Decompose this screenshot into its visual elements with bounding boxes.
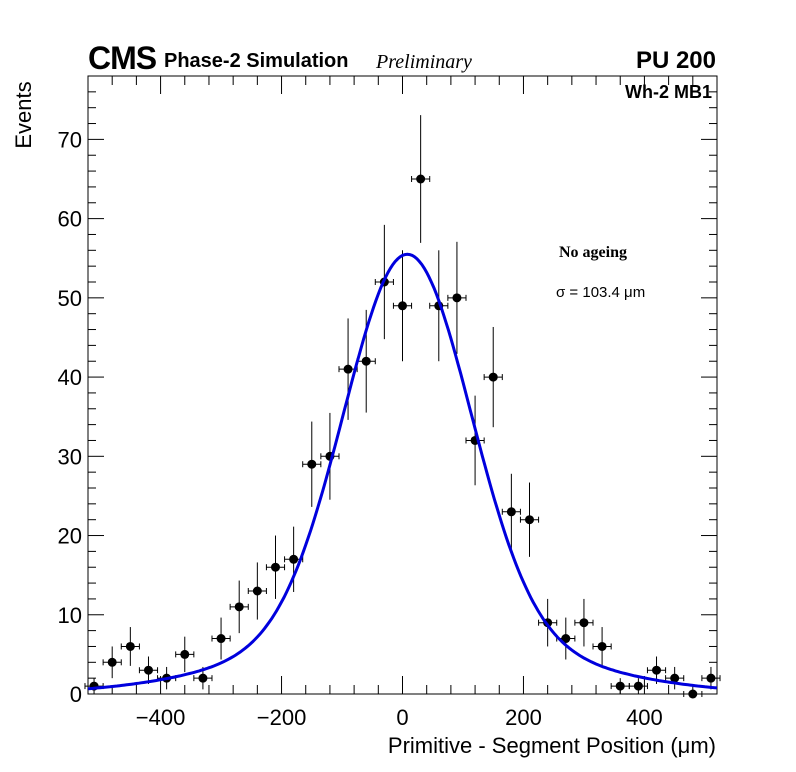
- data-point: [561, 634, 571, 644]
- data-point: [706, 673, 716, 683]
- data-point: [107, 657, 117, 667]
- phase2-simulation-label: Phase-2 Simulation: [164, 50, 349, 72]
- data-point: [125, 641, 135, 651]
- data-point: [180, 649, 190, 659]
- data-point: [525, 515, 535, 525]
- data-point: [452, 293, 462, 303]
- y-axis-label: Events: [11, 81, 36, 149]
- y-tick-label: 50: [58, 286, 82, 311]
- condition-label: No ageing: [559, 244, 627, 261]
- data-point: [343, 364, 353, 374]
- data-point: [416, 174, 426, 184]
- data-point: [307, 459, 317, 469]
- plot-frame: [87, 75, 718, 695]
- y-tick-label: 70: [58, 127, 82, 152]
- x-tick-label: 200: [505, 705, 542, 730]
- data-point: [289, 554, 299, 564]
- data-point: [234, 602, 244, 612]
- data-point: [252, 586, 262, 596]
- pileup-label: PU 200: [635, 47, 716, 74]
- x-tick-label: −400: [136, 705, 186, 730]
- x-tick-label: 0: [396, 705, 408, 730]
- sigma-label: σ = 103.4 μm: [556, 284, 646, 301]
- data-point: [216, 634, 226, 644]
- fit-curve: [87, 252, 718, 691]
- y-tick-label: 40: [58, 365, 82, 390]
- data-point: [361, 356, 371, 366]
- data-point: [488, 372, 498, 382]
- y-tick-label: 0: [70, 682, 82, 707]
- data-point: [652, 665, 662, 675]
- x-tick-label: 400: [626, 705, 663, 730]
- data-point: [198, 673, 208, 683]
- data-point: [398, 301, 407, 311]
- y-tick-label: 10: [58, 603, 82, 628]
- data-point: [688, 689, 698, 699]
- y-tick-label: 60: [58, 207, 82, 232]
- data-point: [579, 618, 589, 628]
- y-tick-label: 20: [58, 524, 82, 549]
- y-tick-label: 30: [58, 444, 82, 469]
- data-point: [670, 673, 680, 683]
- chamber-label: Wh-2 MB1: [625, 82, 712, 102]
- preliminary-label: Preliminary: [376, 51, 472, 73]
- data-point: [270, 562, 280, 572]
- data-point: [143, 665, 153, 675]
- data-point: [506, 507, 516, 517]
- data-point: [597, 641, 607, 651]
- x-tick-label: −200: [257, 705, 307, 730]
- x-axis-label: Primitive - Segment Position (μm): [387, 733, 716, 758]
- data-point: [615, 681, 625, 691]
- cms-label: CMS: [88, 40, 157, 76]
- data-point: [633, 681, 643, 691]
